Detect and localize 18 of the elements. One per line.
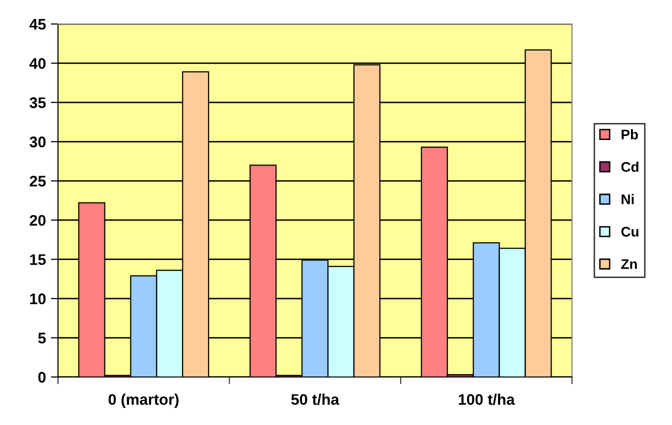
y-tick-label: 20 — [30, 214, 46, 226]
y-tick-label: 5 — [38, 332, 46, 344]
legend-label: Zn — [621, 259, 637, 269]
y-tick-label: 0 — [38, 372, 46, 383]
y-tick-label: 40 — [29, 58, 46, 69]
y-tick-label: 10 — [30, 293, 46, 304]
legend-label: Pb — [622, 129, 638, 140]
legend-label: Ni — [622, 194, 634, 204]
y-tick-label: 25 — [30, 176, 46, 187]
y-tick-label: 45 — [29, 19, 46, 30]
x-tick-label: 50 t/ha — [291, 394, 340, 406]
y-tick-label: 30 — [30, 136, 46, 148]
y-tick-label: 15 — [30, 254, 46, 266]
y-tick-label: 35 — [30, 97, 46, 108]
legend-label: Cu — [621, 226, 638, 237]
x-tick-label: 0 (martor) — [108, 394, 179, 408]
x-tick-label: 100 t/ha — [458, 394, 515, 406]
legend-label: Cd — [621, 162, 638, 172]
